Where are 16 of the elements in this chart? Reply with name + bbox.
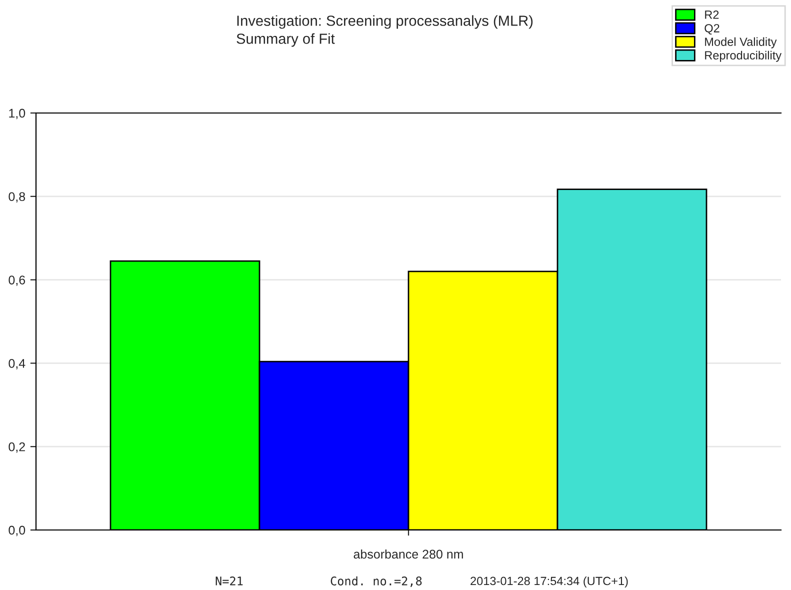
y-tick-label: 0,0	[8, 526, 26, 536]
text: Cond. no.=2,8	[330, 576, 422, 587]
y-tick-label: 1,0	[9, 108, 26, 120]
legend-label: R2	[705, 10, 719, 19]
text: 2013-01-28 17:54:34 (UTC+1)	[470, 576, 628, 588]
y-tick-label: 0,4	[8, 359, 26, 370]
y-tick-label: 0,8	[8, 192, 26, 203]
legend-label: Model Validity	[705, 37, 777, 48]
chart-title: Investigation: Screening processanalys (MLR)	[237, 15, 533, 29]
text: N=21	[216, 576, 243, 586]
y-tick-label: 0,2	[8, 442, 25, 453]
x-tick-label: absorbance 280 nm	[354, 549, 463, 559]
y-tick-label: 0,6	[8, 276, 26, 286]
legend-label: Reproducibility	[705, 50, 782, 62]
legend-label: Q2	[704, 24, 720, 35]
chart-subtitle: Summary of Fit	[236, 33, 335, 47]
